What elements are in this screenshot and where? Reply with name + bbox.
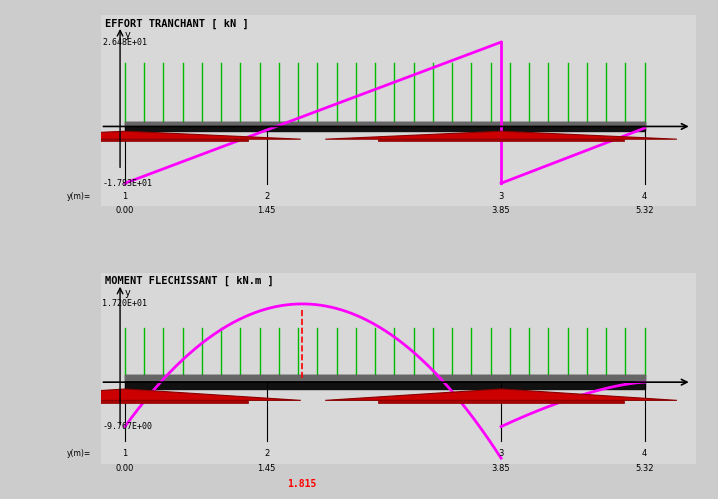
Text: 1.45: 1.45: [258, 206, 276, 215]
Text: y(m)=: y(m)=: [67, 192, 90, 201]
Text: EFFORT TRANCHANT [ kN ]: EFFORT TRANCHANT [ kN ]: [106, 18, 249, 28]
Text: 3.85: 3.85: [492, 206, 510, 215]
Text: 3: 3: [498, 192, 504, 201]
Text: 3: 3: [498, 449, 504, 458]
Text: -1.783E+01: -1.783E+01: [103, 179, 152, 188]
Text: 0.00: 0.00: [116, 206, 134, 215]
Text: 1: 1: [122, 192, 128, 201]
Text: -9.767E+00: -9.767E+00: [103, 422, 152, 431]
Text: 2.648E+01: 2.648E+01: [103, 37, 147, 46]
Bar: [378, 400, 624, 403]
Text: y(m)=: y(m)=: [67, 449, 90, 458]
Polygon shape: [325, 389, 677, 400]
Bar: [2, 400, 248, 403]
Text: MOMENT FLECHISSANT [ kN.m ]: MOMENT FLECHISSANT [ kN.m ]: [106, 276, 274, 286]
Polygon shape: [325, 131, 677, 139]
Text: 3.85: 3.85: [492, 464, 510, 473]
Text: 1.45: 1.45: [258, 464, 276, 473]
Text: 1.815: 1.815: [288, 479, 317, 489]
Bar: [2, 139, 248, 141]
Text: 2: 2: [264, 449, 269, 458]
Text: 1: 1: [122, 449, 128, 458]
Text: 5.32: 5.32: [635, 464, 654, 473]
Text: 2: 2: [264, 192, 269, 201]
Polygon shape: [0, 389, 301, 400]
Text: 4: 4: [642, 449, 648, 458]
Bar: [378, 139, 624, 141]
Text: 5.32: 5.32: [635, 206, 654, 215]
Text: y: y: [125, 287, 131, 297]
Text: 1.720E+01: 1.720E+01: [103, 299, 147, 308]
Text: 4: 4: [642, 192, 648, 201]
Text: y: y: [125, 30, 131, 40]
Text: 0.00: 0.00: [116, 464, 134, 473]
Polygon shape: [0, 131, 301, 139]
